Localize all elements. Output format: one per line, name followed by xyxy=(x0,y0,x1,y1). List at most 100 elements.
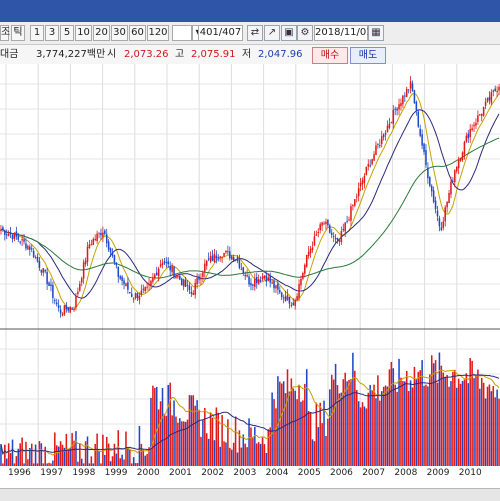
volume-bar xyxy=(271,392,273,466)
candle xyxy=(225,250,227,255)
compare-icon[interactable]: ⇄ xyxy=(247,25,263,41)
volume-bar xyxy=(242,434,245,466)
trend-line-icon[interactable]: ↗ xyxy=(264,25,280,41)
candle xyxy=(486,97,489,103)
candle xyxy=(269,272,271,288)
period-button-3[interactable]: 3 xyxy=(45,25,59,41)
candle xyxy=(327,219,329,228)
volume-bar xyxy=(275,408,277,466)
volume-bar xyxy=(379,400,381,466)
volume-bar xyxy=(175,416,177,466)
partial-button-left[interactable]: 조 xyxy=(0,25,10,41)
candle xyxy=(67,306,70,313)
candle xyxy=(427,162,429,184)
volume-bar xyxy=(450,381,452,466)
volume-bar xyxy=(11,439,14,466)
candle xyxy=(32,248,35,259)
volume-bar xyxy=(446,375,448,466)
volume-bar xyxy=(219,446,221,466)
volume-bar xyxy=(394,384,396,466)
volume-bar xyxy=(205,433,208,466)
candle xyxy=(457,156,460,175)
volume-bar xyxy=(434,360,437,466)
x-tick-label: 1997 xyxy=(40,468,63,478)
count-input[interactable] xyxy=(172,25,192,41)
volume-bar xyxy=(215,407,218,466)
volume-bar xyxy=(469,358,471,466)
candle xyxy=(248,273,250,287)
candle xyxy=(0,224,2,235)
candle xyxy=(317,227,320,238)
volume-bar xyxy=(52,460,54,466)
sell-button[interactable]: 매도 xyxy=(350,47,386,64)
candle xyxy=(223,252,225,258)
candle xyxy=(275,284,277,293)
volume-bar xyxy=(384,385,387,466)
volume-bar xyxy=(317,427,320,466)
candle xyxy=(305,254,308,268)
candle xyxy=(136,292,139,301)
buy-button[interactable]: 매수 xyxy=(312,47,348,64)
volume-bar xyxy=(15,456,18,466)
period-button-1[interactable]: 1 xyxy=(30,25,44,41)
candle xyxy=(138,292,141,305)
candle xyxy=(432,186,435,204)
volume-bar xyxy=(309,412,312,466)
candle xyxy=(73,306,75,312)
volume-bar xyxy=(355,390,358,466)
volume-bar xyxy=(465,373,468,466)
volume-bar xyxy=(496,389,498,466)
candle xyxy=(207,252,210,262)
bottom-scrollbar[interactable] xyxy=(0,488,500,501)
volume-bar xyxy=(40,443,43,466)
volume-bar xyxy=(0,444,2,466)
candle xyxy=(13,232,16,242)
volume-bar xyxy=(238,430,241,466)
candle xyxy=(17,232,20,243)
period-button-10[interactable]: 10 xyxy=(75,25,92,41)
volume-bar xyxy=(398,358,400,466)
period-button-120[interactable]: 120 xyxy=(147,25,169,41)
volume-bar xyxy=(350,379,352,466)
volume-bar xyxy=(375,398,377,466)
save-icon[interactable]: ▣ xyxy=(281,25,297,41)
tick-button[interactable]: 틱 xyxy=(11,25,25,41)
candle xyxy=(346,215,348,224)
date-field[interactable]: 2018/11/01 xyxy=(314,25,373,41)
calendar-icon[interactable]: ▦ xyxy=(368,25,384,41)
candle xyxy=(438,215,441,232)
candle xyxy=(286,289,289,301)
volume-bar xyxy=(332,379,335,466)
volume-bar xyxy=(100,463,102,466)
period-button-30[interactable]: 30 xyxy=(111,25,128,41)
chart-area[interactable]: 1996 1997 1998 1999 2000 2001 2002 2003 2004 2005… xyxy=(0,64,500,488)
volume-bar xyxy=(198,409,200,466)
gear-icon[interactable]: ⚙ xyxy=(297,25,313,41)
candle xyxy=(282,294,285,304)
volume-bar xyxy=(180,421,183,466)
candle xyxy=(355,193,358,203)
candle xyxy=(29,244,31,256)
volume-bar xyxy=(440,365,443,466)
volume-bar xyxy=(136,463,139,466)
high-value: 2,075.91 xyxy=(191,49,236,60)
candle xyxy=(430,184,433,197)
volume-bar xyxy=(313,441,316,466)
period-button-20[interactable]: 20 xyxy=(93,25,110,41)
candle xyxy=(144,286,146,294)
candle xyxy=(336,237,339,244)
candle xyxy=(61,312,64,317)
candle xyxy=(273,278,275,293)
volume-bar xyxy=(117,430,120,466)
candle xyxy=(71,307,73,311)
candle xyxy=(100,228,102,240)
candle xyxy=(175,274,177,279)
volume-bar xyxy=(471,360,473,466)
candle xyxy=(109,247,112,258)
volume-bar xyxy=(302,400,304,466)
volume-bar xyxy=(425,384,427,466)
volume-bar xyxy=(98,450,100,466)
period-button-60[interactable]: 60 xyxy=(129,25,146,41)
candle xyxy=(54,298,56,305)
period-button-5[interactable]: 5 xyxy=(60,25,74,41)
